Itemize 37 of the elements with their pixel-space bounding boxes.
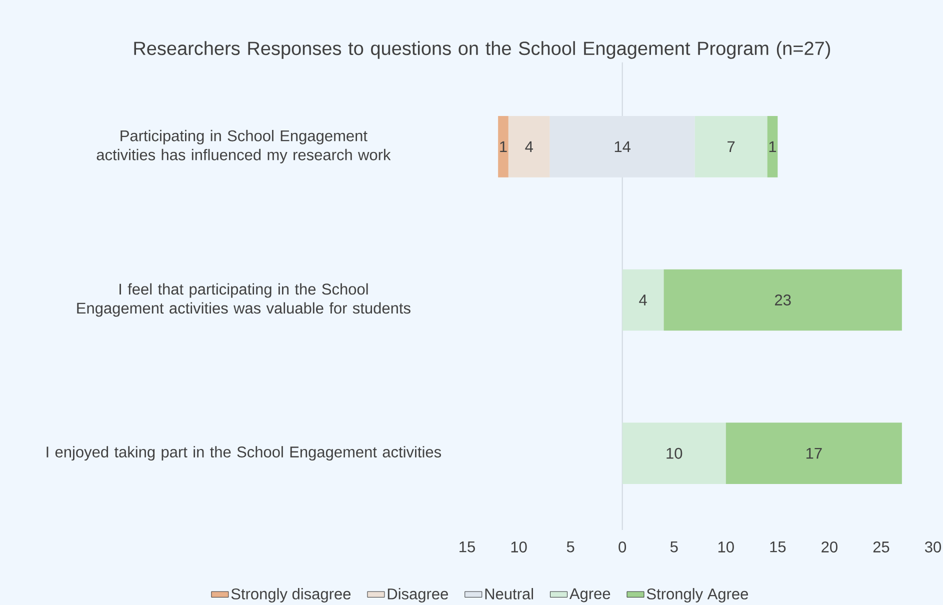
data-label: 1	[500, 141, 507, 152]
legend-label: Neutral	[485, 588, 533, 600]
data-label: 10	[666, 448, 682, 459]
legend-label: Strongly disagree	[231, 588, 351, 602]
bar	[694, 116, 768, 178]
bar	[498, 116, 508, 178]
data-label: 4	[525, 141, 533, 152]
bar	[622, 422, 726, 484]
x-tick-label: 10	[511, 542, 527, 552]
data-label: 14	[614, 141, 631, 152]
x-tick-label: 20	[822, 542, 838, 552]
data-label: 7	[728, 141, 735, 152]
bar	[726, 422, 902, 484]
bar	[767, 116, 778, 178]
x-tick-label: 30	[924, 542, 942, 552]
x-tick-label: 10	[718, 542, 734, 552]
bar	[664, 269, 902, 331]
bar	[508, 116, 550, 178]
data-label: 17	[806, 448, 822, 459]
bar	[622, 269, 664, 331]
chart-title: Researchers Responses to questions on the School Engagement Program (n=27)	[134, 41, 830, 59]
bar	[550, 116, 695, 178]
y-tick-label: I enjoyed taking part in the School Engagement activities	[46, 446, 442, 461]
x-tick-label: 15	[770, 542, 786, 552]
legend-label: Disagree	[388, 588, 448, 602]
legend-label: Strongly Agree	[646, 588, 748, 602]
x-tick-label: 0	[618, 542, 626, 552]
data-label: 1	[769, 141, 776, 152]
legend-label: Agree	[569, 588, 610, 602]
x-tick-label: 5	[670, 542, 678, 552]
y-tick-label: Participating in School Engagement activities has influenced my research work	[96, 130, 391, 164]
y-tick-label: I feel that participating in the School Engagement activities was valuable for students	[77, 283, 410, 317]
data-label: 4	[639, 294, 647, 306]
x-tick-label: 15	[460, 542, 475, 552]
x-tick-label: 25	[873, 542, 890, 552]
data-label: 23	[775, 294, 791, 306]
x-tick-label: 5	[566, 542, 574, 552]
